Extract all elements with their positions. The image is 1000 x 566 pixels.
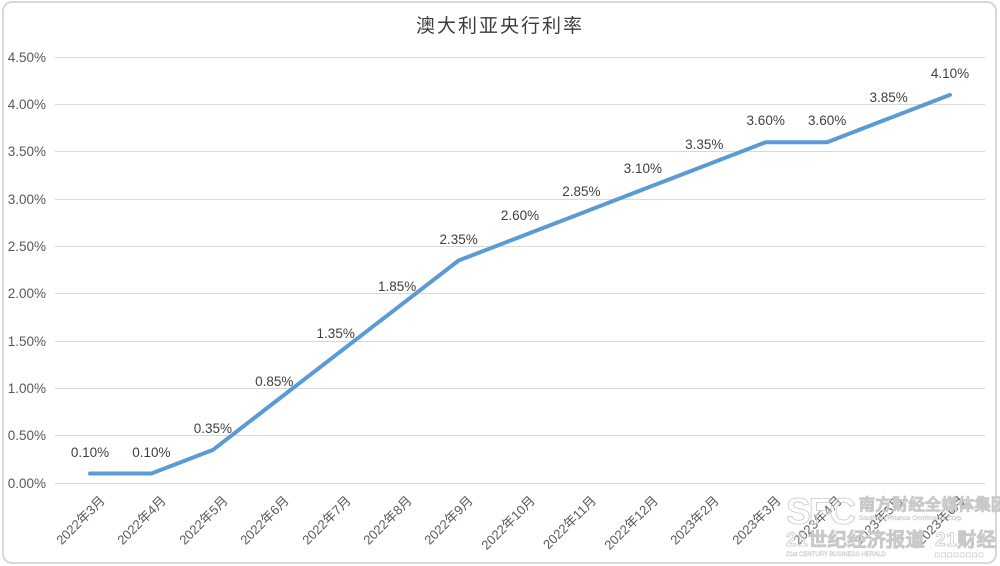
data-label: 3.35% bbox=[685, 136, 724, 152]
data-label: 0.85% bbox=[255, 373, 294, 389]
data-label: 2.35% bbox=[439, 231, 478, 247]
data-label: 0.10% bbox=[70, 444, 110, 460]
watermark-brand2-cn: 21财经 bbox=[935, 530, 997, 552]
gridline bbox=[55, 293, 985, 295]
data-label: 1.85% bbox=[377, 278, 417, 294]
gridline bbox=[55, 245, 985, 247]
gridline bbox=[55, 387, 985, 389]
gridline bbox=[55, 198, 985, 200]
y-axis-tick-label: 3.50% bbox=[7, 144, 46, 160]
sfc-logo: SFC bbox=[786, 491, 857, 532]
y-axis-tick-label: 4.00% bbox=[7, 96, 46, 112]
watermark-org-en: Southern Finance Omnimedia Corp. bbox=[859, 515, 964, 522]
data-label: 0.35% bbox=[193, 420, 233, 436]
y-axis-tick-label: 0.50% bbox=[7, 428, 46, 444]
gridline bbox=[55, 482, 985, 484]
data-label: 4.10% bbox=[930, 65, 970, 81]
data-label: 3.60% bbox=[807, 113, 847, 129]
data-label: 1.35% bbox=[316, 326, 355, 342]
y-axis-tick-label: 2.00% bbox=[7, 286, 46, 302]
data-label: 0.10% bbox=[132, 444, 171, 460]
chart-title: 澳大利亚央行利率 bbox=[415, 16, 584, 37]
data-label: 3.60% bbox=[746, 113, 785, 129]
y-axis-tick-label: 1.00% bbox=[7, 380, 46, 396]
y-axis-tick-label: 3.00% bbox=[7, 191, 46, 207]
y-axis-tick-label: 1.50% bbox=[7, 333, 46, 349]
gridline bbox=[55, 340, 985, 342]
data-label: 3.10% bbox=[623, 160, 663, 176]
watermark-brand1-cn: 21世纪经济报道 bbox=[786, 530, 926, 552]
y-axis-tick-label: 0.00% bbox=[7, 475, 46, 491]
data-label: 2.85% bbox=[562, 184, 601, 200]
data-label: 2.60% bbox=[500, 207, 540, 223]
gridline bbox=[55, 435, 985, 437]
watermark-app-icons: □□□□□□□□ bbox=[935, 552, 985, 559]
rate-line-series bbox=[88, 92, 952, 476]
data-label: 3.85% bbox=[869, 89, 908, 105]
watermark: SFC 南方财经全媒体集团 Southern Finance Omnimedia… bbox=[786, 491, 1000, 560]
watermark-row-1: SFC 南方财经全媒体集团 Southern Finance Omnimedia… bbox=[786, 491, 1000, 532]
y-axis-tick-label: 4.50% bbox=[7, 49, 46, 65]
gridline bbox=[55, 103, 985, 105]
gridline bbox=[55, 151, 985, 153]
watermark-brand1-en: 21st CENTURY BUSINESS HERALD bbox=[786, 552, 886, 558]
y-axis-tick-label: 2.50% bbox=[7, 238, 46, 254]
gridline bbox=[55, 56, 985, 58]
watermark-row-2: 21世纪经济报道 21st CENTURY BUSINESS HERALD 21… bbox=[786, 530, 997, 560]
watermark-org-cn: 南方财经全媒体集团 bbox=[859, 497, 1000, 515]
